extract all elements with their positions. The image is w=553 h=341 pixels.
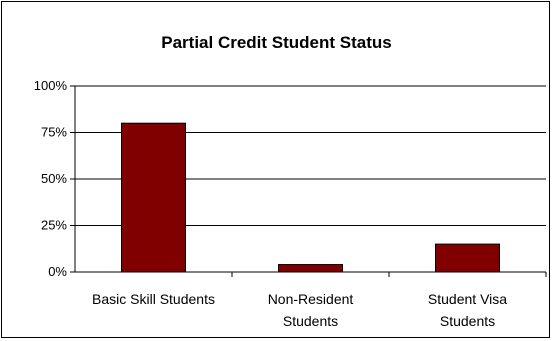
y-tick-label: 75% xyxy=(41,125,67,140)
y-tick-label: 50% xyxy=(41,171,67,186)
x-tick-label: Non-Resident xyxy=(268,291,354,307)
bar xyxy=(122,123,186,272)
x-tick-label: Student Visa xyxy=(428,291,507,307)
x-tick-label: Basic Skill Students xyxy=(92,291,215,307)
y-tick-label: 100% xyxy=(34,78,68,93)
y-tick-label: 0% xyxy=(48,264,67,279)
x-tick-label: Students xyxy=(440,313,495,329)
bar xyxy=(279,265,343,272)
bar xyxy=(436,244,500,272)
y-tick-label: 25% xyxy=(41,218,67,233)
x-tick-label: Students xyxy=(283,313,338,329)
